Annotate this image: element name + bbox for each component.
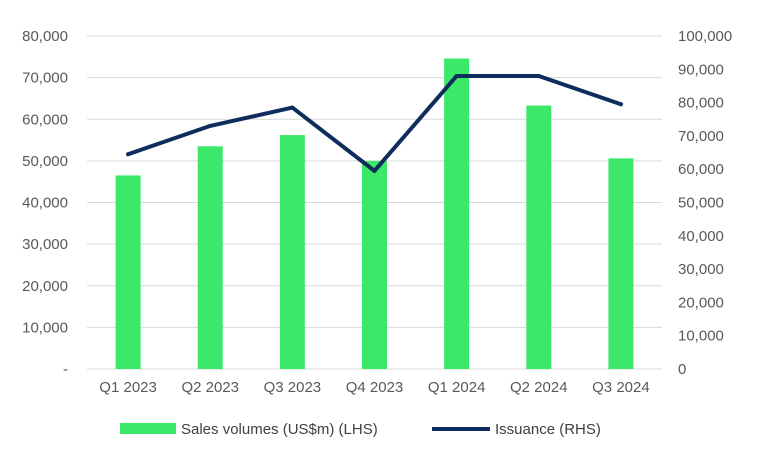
point-issuance — [126, 152, 131, 157]
bar-series — [115, 58, 634, 370]
line-series — [126, 73, 623, 173]
left-axis-tick-label: 10,000 — [22, 319, 68, 336]
right-axis-tick-label: 60,000 — [678, 161, 724, 178]
right-axis-tick-labels: 0 10,000 20,000 30,000 40,000 50,000 60,000 70,… — [678, 28, 732, 378]
x-axis-tick-label: Q2 2024 — [510, 379, 568, 396]
x-axis-tick-labels: Q1 2023 Q2 2023 Q3 2023 Q4 2023 Q1 2024 Q2 20… — [99, 379, 649, 396]
point-issuance — [372, 168, 377, 173]
left-axis-tick-label: 20,000 — [22, 278, 68, 295]
bar-sales-volume — [115, 175, 141, 369]
right-axis-tick-label: 10,000 — [678, 328, 724, 345]
legend-swatch-sales-volumes — [120, 423, 176, 434]
legend: Sales volumes (US$m) (LHS) Issuance (RHS… — [120, 421, 601, 438]
left-axis-tick-label: 80,000 — [22, 28, 68, 45]
right-axis-tick-label: 90,000 — [678, 61, 724, 78]
left-axis-tick-label: 60,000 — [22, 111, 68, 128]
legend-label-sales-volumes: Sales volumes (US$m) (LHS) — [181, 421, 378, 438]
left-axis-tick-label: 50,000 — [22, 153, 68, 170]
right-axis-tick-label: 40,000 — [678, 228, 724, 245]
right-axis-tick-label: 80,000 — [678, 95, 724, 112]
left-axis-tick-label: 30,000 — [22, 236, 68, 253]
point-issuance — [454, 73, 459, 78]
legend-label-issuance: Issuance (RHS) — [495, 421, 601, 438]
point-issuance — [618, 102, 623, 107]
bar-sales-volume — [279, 135, 305, 369]
right-axis-tick-label: 100,000 — [678, 28, 732, 45]
bar-sales-volume — [608, 158, 634, 369]
x-axis-tick-label: Q4 2023 — [346, 379, 404, 396]
right-axis-tick-label: 70,000 — [678, 128, 724, 145]
point-issuance — [536, 73, 541, 78]
right-axis-tick-label: 50,000 — [678, 195, 724, 212]
left-axis-tick-label: 70,000 — [22, 70, 68, 87]
bar-sales-volume — [362, 160, 387, 369]
x-axis-tick-label: Q3 2023 — [264, 379, 322, 396]
point-issuance — [208, 123, 213, 128]
x-axis-tick-label: Q1 2024 — [428, 379, 486, 396]
left-axis-tick-label: 40,000 — [22, 195, 68, 212]
bar-sales-volume — [197, 146, 223, 369]
right-axis-tick-label: 30,000 — [678, 261, 724, 278]
point-issuance — [290, 105, 295, 110]
right-axis-tick-label: 0 — [678, 361, 686, 378]
x-axis-tick-label: Q2 2023 — [181, 379, 239, 396]
left-axis-tick-labels: - 10,000 20,000 30,000 40,000 50,000 60,000 70,… — [22, 28, 68, 378]
x-axis-tick-label: Q3 2024 — [592, 379, 650, 396]
bar-sales-volume — [526, 105, 552, 370]
left-axis-tick-label: - — [63, 361, 68, 378]
right-axis-tick-label: 20,000 — [678, 294, 724, 311]
bar-sales-volume — [444, 58, 470, 369]
x-axis-tick-label: Q1 2023 — [99, 379, 157, 396]
